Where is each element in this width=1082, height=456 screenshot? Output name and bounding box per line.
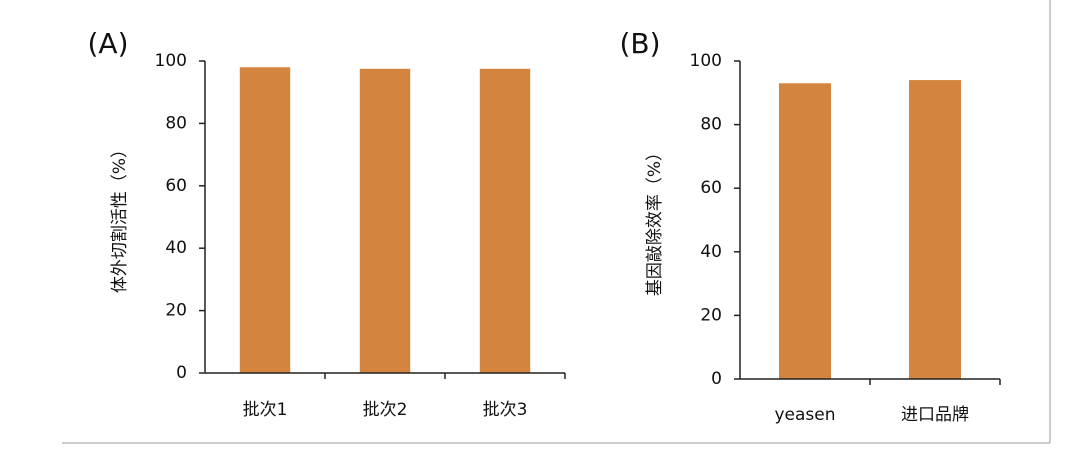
y-tick-label: 0 xyxy=(711,369,722,389)
x-tick-label: 批次1 xyxy=(243,400,288,420)
y-axis-title: 基因敲除效率（%） xyxy=(645,144,665,296)
y-tick-label: 20 xyxy=(700,305,722,325)
y-tick-label: 100 xyxy=(690,51,722,71)
bar xyxy=(909,80,961,379)
panel-label: (A) xyxy=(87,27,128,60)
bar xyxy=(359,68,411,374)
y-tick-label: 100 xyxy=(155,51,187,71)
bar xyxy=(239,67,291,374)
y-tick-label: 40 xyxy=(165,238,187,258)
y-tick-label: 60 xyxy=(165,176,187,196)
y-tick-label: 0 xyxy=(176,363,187,383)
y-tick-label: 60 xyxy=(700,178,722,198)
y-tick-label: 40 xyxy=(700,242,722,262)
bar xyxy=(479,68,531,374)
x-tick-label: 进口品牌 xyxy=(901,405,969,425)
y-tick-label: 80 xyxy=(700,115,722,135)
x-tick-label: 批次3 xyxy=(483,400,528,420)
panel-label: (B) xyxy=(619,27,660,60)
y-tick-label: 20 xyxy=(165,301,187,321)
y-axis-title: 体外切割活性（%） xyxy=(110,141,130,293)
bar xyxy=(779,83,831,379)
x-tick-label: yeasen xyxy=(774,405,835,425)
x-tick-label: 批次2 xyxy=(363,400,408,420)
y-tick-label: 80 xyxy=(165,113,187,133)
